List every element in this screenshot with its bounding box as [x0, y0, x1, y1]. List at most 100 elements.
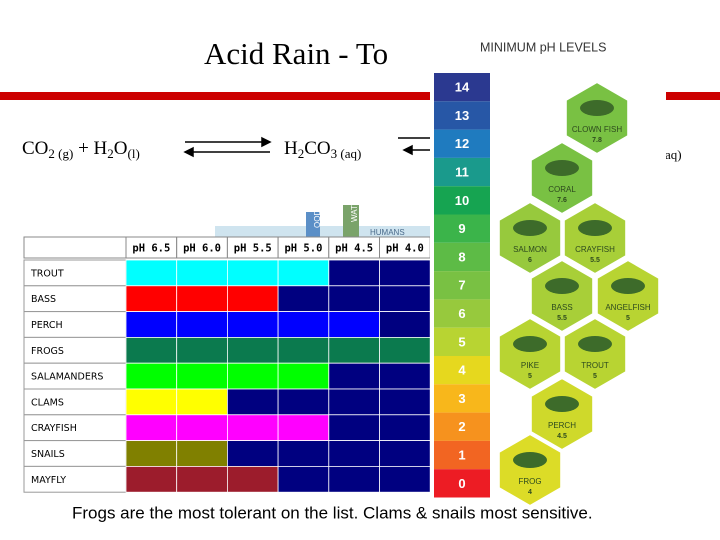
equation-middle: H2CO3 (aq): [284, 138, 361, 161]
caption: Frogs are the most tolerant on the list.…: [72, 503, 593, 522]
tolerance-cell: [176, 362, 228, 390]
tolerance-cell: [176, 311, 228, 338]
tolerance-cell: [379, 388, 431, 416]
hex: [529, 376, 595, 452]
hex: [497, 200, 563, 276]
tolerance-cell: [379, 311, 431, 338]
organism-icon: [513, 452, 547, 468]
tolerance-cell: [328, 259, 380, 287]
tolerance-cell: [379, 465, 431, 493]
ph-level: [434, 440, 490, 470]
row-name-cell: [23, 259, 127, 287]
row-name: MAYFLY: [31, 475, 66, 486]
tolerance-cell: [328, 285, 380, 312]
ph-label: 14: [455, 80, 470, 95]
hex: [497, 432, 563, 508]
ph-label: 13: [455, 108, 469, 123]
hex: [529, 140, 595, 216]
organism-ph: 5: [528, 373, 532, 380]
organism-ph: 5.5: [557, 315, 567, 322]
tolerance-cell: [176, 259, 228, 287]
tolerance-cell: [226, 388, 279, 416]
tolerance-cell: [125, 336, 178, 364]
ph-label: 6: [458, 306, 465, 321]
tolerance-cell: [226, 285, 279, 312]
ph-label: 12: [455, 136, 469, 151]
equation-part: (l): [128, 146, 140, 161]
tolerance-cell: [125, 414, 178, 441]
tolerance-cell: [125, 465, 178, 493]
tolerance-cell: [226, 311, 279, 338]
ph-level: [434, 157, 490, 187]
organism-name: FROG: [518, 477, 541, 486]
hex: [564, 80, 630, 156]
ph-level: [434, 299, 490, 328]
ph-label: 3: [458, 391, 465, 406]
ph-level: [434, 271, 490, 300]
column-header: pH 5.5: [234, 243, 272, 255]
ph-label: 8: [458, 249, 465, 264]
organism-name: CLOWN FISH: [572, 125, 622, 134]
hex: [595, 258, 661, 334]
tolerance-cell: [328, 414, 380, 441]
tolerance-cell: [277, 336, 330, 364]
equation-part: 3 (aq): [331, 146, 362, 161]
ph-label: 4: [458, 363, 466, 378]
ph-level: [434, 356, 490, 385]
organism-icon: [580, 100, 614, 116]
tolerance-cell: [226, 362, 279, 390]
tolerance-cell: [328, 388, 380, 416]
tolerance-cell: [379, 285, 431, 312]
ph-level: [434, 73, 490, 102]
tolerance-cell: [125, 311, 178, 338]
tolerance-cell: [379, 414, 431, 441]
tolerance-cell: [328, 362, 380, 390]
background-label: WATER: [350, 194, 359, 222]
row-name: CRAYFISH: [31, 423, 77, 434]
tolerance-cell: [277, 362, 330, 390]
tolerance-cell: [176, 465, 228, 493]
ph-level: [434, 129, 490, 158]
equilibrium-arrows: [183, 136, 430, 158]
organism-ph: 7.6: [557, 197, 567, 204]
tolerance-cell: [125, 362, 178, 390]
tolerance-cell: [226, 259, 279, 287]
equation-part: H: [284, 138, 298, 159]
row-name-cell: [23, 440, 127, 467]
ph-level: [434, 186, 490, 215]
organism-icon: [513, 220, 547, 236]
organism-ph: 5: [593, 373, 597, 380]
background-label: OOD: [313, 210, 322, 228]
column-header: pH 6.5: [132, 243, 170, 255]
tolerance-cell: [277, 440, 330, 467]
tolerance-cell: [226, 440, 279, 467]
organism-name: TROUT: [581, 361, 609, 370]
column-header: pH 4.0: [386, 243, 424, 255]
equation-part: + H: [73, 138, 107, 159]
organism-name: SALMON: [513, 245, 547, 254]
tolerance-cell: [379, 440, 431, 467]
tolerance-cell: [125, 285, 178, 312]
tolerance-cell: [379, 336, 431, 364]
row-name: FROGS: [31, 346, 64, 357]
hex: [562, 316, 628, 392]
ph-label: 5: [458, 334, 465, 349]
hex: [529, 258, 595, 334]
scale-title: MINIMUM pH LEVELS: [480, 40, 606, 54]
equation-part: 2: [298, 146, 305, 161]
background-image: [215, 205, 430, 238]
tolerance-cell: [328, 336, 380, 364]
organism-name: CRAYFISH: [575, 245, 615, 254]
row-name: TROUT: [30, 268, 64, 279]
hex: [497, 316, 563, 392]
ph-level: [434, 327, 490, 356]
row-name: SNAILS: [31, 449, 65, 460]
organism-ph: 5.5: [590, 257, 600, 264]
column-header: pH 4.5: [335, 243, 373, 255]
tolerance-cell: [125, 388, 178, 416]
column-header: pH 6.0: [183, 243, 221, 255]
organism-hexes: CLOWN FISH 7.8 CORAL 7.6 SALMON 6 CRAYFISH 5.5 B…: [497, 80, 661, 508]
